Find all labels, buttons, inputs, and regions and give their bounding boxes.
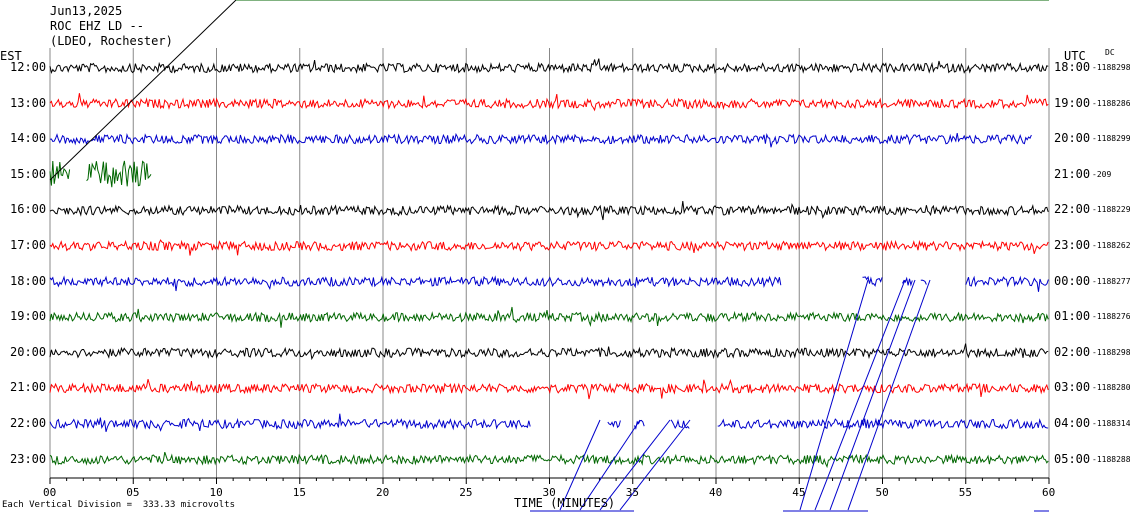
utc-hour-label: 00:00	[1054, 273, 1091, 288]
utc-hour-label: 20:00	[1054, 131, 1091, 146]
utc-hour-label: 03:00	[1054, 380, 1091, 395]
trace-2200	[670, 418, 690, 429]
glitch-line	[619, 419, 691, 511]
utc-label: UTC	[1064, 49, 1086, 63]
x-tick-label: 40	[709, 486, 723, 499]
dc-offset-value: -1188280	[1092, 383, 1130, 393]
glitch-line	[847, 279, 931, 511]
dc-offset-value: -1188277	[1092, 276, 1130, 286]
trace-1900	[49, 306, 1049, 328]
est-hour-label: 21:00	[10, 380, 47, 395]
x-tick-label: 30	[542, 486, 556, 499]
glitch-line	[799, 279, 869, 511]
trace-2200	[49, 413, 531, 432]
x-tick-label: 15	[292, 486, 306, 499]
glitch-line	[829, 279, 916, 511]
dc-offset-value: -1188299	[1092, 134, 1130, 144]
est-hour-label: 12:00	[10, 60, 47, 74]
x-tick-label: 00	[43, 486, 57, 499]
trace-1600	[49, 201, 1049, 221]
dc-offset-value: -1188276	[1092, 312, 1130, 322]
est-hour-label: 13:00	[10, 95, 47, 110]
trace-2100	[49, 378, 1049, 400]
x-tick-label: 10	[209, 486, 223, 499]
trace-1300	[49, 93, 1049, 112]
est-hour-label: 17:00	[10, 238, 47, 252]
est-hour-label: 15:00	[10, 166, 47, 181]
est-hour-label: 22:00	[10, 416, 47, 430]
trace-1800	[965, 275, 1049, 292]
trace-1800	[920, 279, 927, 285]
utc-hour-label: 02:00	[1054, 344, 1091, 359]
utc-hour-label: 22:00	[1054, 202, 1091, 217]
x-tick-label: 55	[958, 486, 972, 499]
trace-1800	[49, 275, 782, 292]
dc-offset-value: -1188288	[1092, 454, 1130, 464]
x-tick-label: 20	[376, 486, 390, 499]
dc-offset-value: -1188298	[1092, 63, 1130, 72]
trace-2200	[607, 420, 621, 429]
x-tick-label: 05	[126, 486, 140, 499]
trace-1800	[862, 275, 883, 287]
plot-header: Jun13,2025 ROC EHZ LD -- (LDEO, Rocheste…	[50, 4, 173, 49]
trace-2200	[717, 417, 1049, 430]
glitch-line	[49, 0, 237, 181]
dc-offset-value: -1188314	[1092, 419, 1130, 428]
dc-offset-value: -1188229	[1092, 205, 1130, 215]
trace-1700	[49, 239, 1049, 256]
dc-offset-value: -209	[1092, 169, 1112, 179]
x-tick-label: 60	[1042, 486, 1056, 499]
est-hour-label: 20:00	[10, 344, 47, 359]
x-tick-label: 25	[459, 486, 473, 499]
utc-hour-label: 05:00	[1054, 451, 1091, 466]
dc-offset-value: -1188298	[1092, 347, 1130, 357]
est-hour-label: 14:00	[10, 131, 47, 146]
scale-footnote: Each Vertical Division = 333.33 microvol…	[2, 500, 235, 510]
trace-2000	[49, 343, 1049, 361]
trace-2300	[49, 451, 1049, 469]
x-tick-label: 35	[625, 486, 639, 499]
dc-offset-value: -1188286	[1092, 98, 1130, 108]
grid-lines	[49, 48, 1050, 484]
dc-label: DC	[1105, 48, 1115, 57]
dc-offset-value: -1188262	[1092, 241, 1130, 250]
glitch-line	[599, 419, 671, 511]
utc-hour-label: 18:00	[1054, 60, 1091, 74]
trace-1500	[86, 160, 152, 188]
utc-hour-label: 01:00	[1054, 309, 1091, 324]
x-tick-label: 45	[792, 486, 806, 499]
traces	[49, 58, 1049, 469]
glitch-line	[814, 279, 906, 511]
plot-date: Jun13,2025	[50, 4, 123, 18]
glitch-line	[559, 419, 601, 511]
est-hour-label: 23:00	[10, 451, 47, 466]
glitch-line	[579, 419, 641, 511]
trace-2200	[633, 419, 645, 430]
est-label: EST	[0, 49, 22, 63]
glitch-lines	[49, 0, 1049, 512]
trace-1400	[49, 132, 1032, 148]
utc-hour-label: 19:00	[1054, 95, 1091, 110]
trace-1200	[49, 58, 1049, 75]
network-name: (LDEO, Rochester)	[50, 34, 173, 48]
utc-hour-label: 04:00	[1054, 416, 1091, 430]
est-hour-label: 16:00	[10, 202, 47, 217]
x-axis-label: TIME (MINUTES)	[514, 496, 616, 510]
est-hour-label: 19:00	[10, 309, 47, 324]
trace-1500	[49, 160, 71, 186]
station-name: ROC EHZ LD --	[50, 19, 144, 33]
x-tick-label: 50	[875, 486, 889, 499]
utc-hour-label: 23:00	[1054, 238, 1091, 252]
est-hour-label: 18:00	[10, 273, 47, 288]
utc-hour-label: 21:00	[1054, 166, 1091, 181]
